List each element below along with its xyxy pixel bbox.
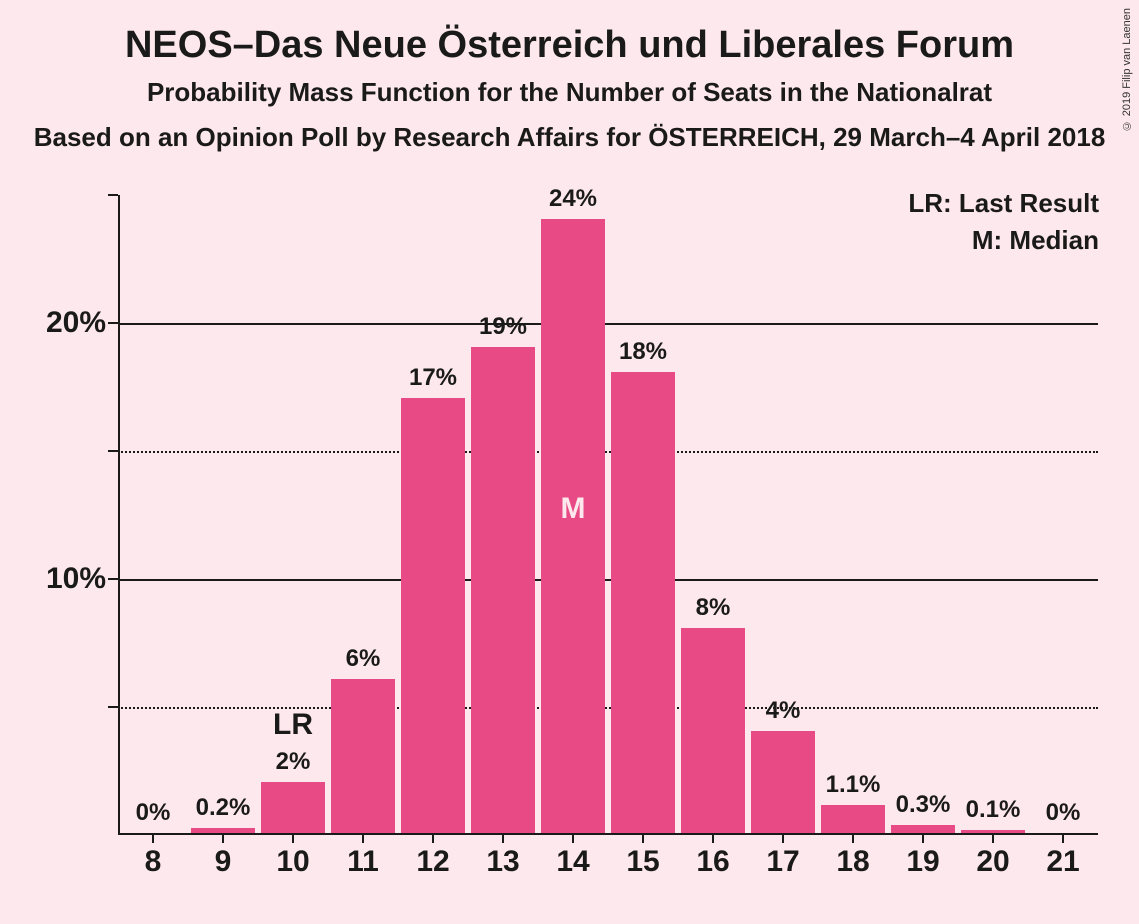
bar (611, 372, 675, 833)
x-axis-label: 13 (468, 845, 538, 879)
bar-slot: 0.2% (188, 195, 258, 833)
x-tick (502, 833, 504, 843)
bar-slot: 0.1% (958, 195, 1028, 833)
bar-slot: 24%M (538, 195, 608, 833)
x-axis-label: 16 (678, 845, 748, 879)
x-axis-label: 18 (818, 845, 888, 879)
x-axis-label: 15 (608, 845, 678, 879)
bar-slot: 4% (748, 195, 818, 833)
x-tick (432, 833, 434, 843)
bar (401, 398, 465, 833)
y-tick (108, 450, 118, 452)
bar-slot: 18% (608, 195, 678, 833)
bar-value-label: 19% (479, 313, 527, 341)
x-tick (222, 833, 224, 843)
bar (541, 219, 605, 833)
y-axis-label: 10% (46, 562, 106, 596)
x-axis-label: 9 (188, 845, 258, 879)
x-axis-label: 20 (958, 845, 1028, 879)
bar (891, 825, 955, 833)
bar-value-label: 0.2% (196, 794, 251, 822)
bar-value-label: 0% (1046, 799, 1081, 827)
bar (821, 805, 885, 833)
x-tick (852, 833, 854, 843)
x-tick (1062, 833, 1064, 843)
bar-value-label: 2% (276, 748, 311, 776)
x-tick (922, 833, 924, 843)
bar-slot: 8% (678, 195, 748, 833)
x-tick (642, 833, 644, 843)
x-axis-label: 17 (748, 845, 818, 879)
bar-slot: 17% (398, 195, 468, 833)
bar-slot: 0% (1028, 195, 1098, 833)
x-tick (292, 833, 294, 843)
bar-slot: 2% LR (258, 195, 328, 833)
bar (681, 628, 745, 833)
bar-value-label: 18% (619, 338, 667, 366)
chart-source: Based on an Opinion Poll by Research Aff… (0, 122, 1139, 153)
bar-value-label: 4% (766, 697, 801, 725)
y-tick (108, 706, 118, 708)
bar (331, 679, 395, 833)
x-tick (992, 833, 994, 843)
bar (471, 347, 535, 833)
x-tick (152, 833, 154, 843)
bar-value-label: 8% (696, 594, 731, 622)
x-axis-labels: 89101112131415161718192021 (118, 845, 1098, 879)
bar-value-label: 24% (549, 185, 597, 213)
x-axis-label: 21 (1028, 845, 1098, 879)
bar-slot: 0.3% (888, 195, 958, 833)
bar-value-label: 0.1% (966, 796, 1021, 824)
bar-slot: 1.1% (818, 195, 888, 833)
x-tick (362, 833, 364, 843)
x-tick (712, 833, 714, 843)
bar (261, 782, 325, 833)
bar-value-label: 17% (409, 364, 457, 392)
bar-slot: 19% (468, 195, 538, 833)
x-axis-label: 14 (538, 845, 608, 879)
bar-value-label: 0% (136, 799, 171, 827)
x-axis-label: 8 (118, 845, 188, 879)
bar-value-label: 1.1% (826, 771, 881, 799)
bar-value-label: 0.3% (896, 791, 951, 819)
x-axis-label: 19 (888, 845, 958, 879)
y-tick (108, 194, 118, 196)
y-tick (108, 322, 118, 324)
x-axis-label: 12 (398, 845, 468, 879)
chart-plot-area: 20%10% 0%0.2%2%LR6%17%19%24%M18%8%4%1.1%… (118, 195, 1098, 835)
bar (751, 731, 815, 833)
x-axis-label: 10 (258, 845, 328, 879)
chart-title: NEOS–Das Neue Österreich und Liberales F… (0, 0, 1139, 67)
x-tick (782, 833, 784, 843)
bar-value-label: 6% (346, 645, 381, 673)
bar-slot: 6% (328, 195, 398, 833)
y-tick (108, 578, 118, 580)
bar-slot: 0% (118, 195, 188, 833)
copyright-text: © 2019 Filip van Laenen (1121, 8, 1133, 131)
x-axis (118, 833, 1098, 835)
bars-container: 0% 0.2% 2% LR 6% 17% 19% 24%M 18% 8% 4% 1.1% 0.3% 0.1… (118, 195, 1098, 833)
median-marker: M (561, 492, 586, 526)
chart-subtitle: Probability Mass Function for the Number… (0, 77, 1139, 108)
x-tick (572, 833, 574, 843)
x-axis-label: 11 (328, 845, 398, 879)
lr-marker: LR (273, 708, 313, 742)
y-axis-label: 20% (46, 306, 106, 340)
